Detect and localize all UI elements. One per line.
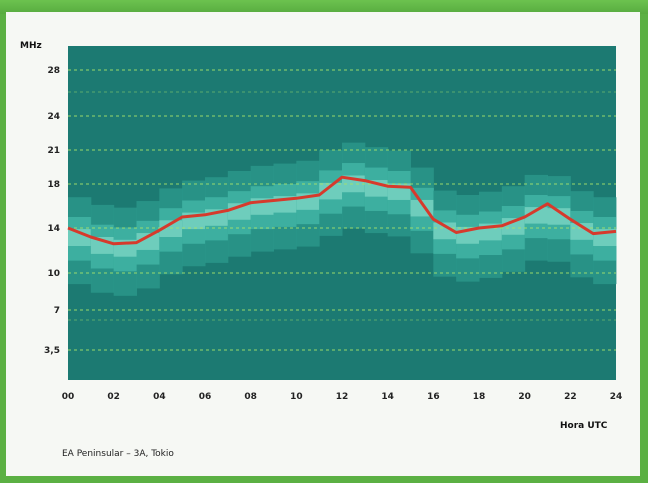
x-tick-label: 06	[199, 392, 212, 402]
muf-band-core	[319, 182, 343, 200]
x-tick-label: 14	[381, 392, 394, 402]
x-tick-label: 10	[290, 392, 303, 402]
y-tick-label: 3,5	[44, 346, 60, 356]
muf-band-core	[524, 207, 548, 224]
y-axis-unit: MHz	[20, 41, 42, 51]
y-tick-label: 7	[54, 306, 60, 316]
muf-line	[67, 175, 617, 246]
x-tick-label: 08	[244, 392, 257, 402]
x-tick-label: 18	[473, 392, 486, 402]
top-band	[0, 0, 648, 14]
muf-band-core	[547, 208, 571, 225]
x-tick-label: 20	[518, 392, 531, 402]
x-tick-label: 02	[107, 392, 120, 402]
muf-band-core	[433, 222, 457, 240]
muf-band-core	[570, 223, 594, 240]
y-tick-label: 14	[47, 224, 60, 234]
y-tick-label: 21	[47, 146, 60, 156]
x-tick-label: 12	[336, 392, 349, 402]
chart-caption: EA Peninsular – 3A, Tokio	[62, 449, 174, 459]
y-tick-label: 10	[47, 269, 60, 279]
plot-area	[67, 46, 617, 380]
y-tick-label: 18	[47, 180, 60, 190]
muf-band-core	[136, 233, 160, 250]
x-tick-label: 22	[564, 392, 577, 402]
x-tick-label: 04	[153, 392, 166, 402]
x-tick-label: 16	[427, 392, 440, 402]
muf-band-core	[159, 220, 183, 237]
y-tick-label: 24	[47, 112, 60, 122]
x-axis-title: Hora UTC	[560, 421, 608, 431]
y-tick-label: 28	[47, 66, 60, 76]
x-tick-label: 24	[610, 392, 623, 402]
x-tick-label: 00	[62, 392, 75, 402]
